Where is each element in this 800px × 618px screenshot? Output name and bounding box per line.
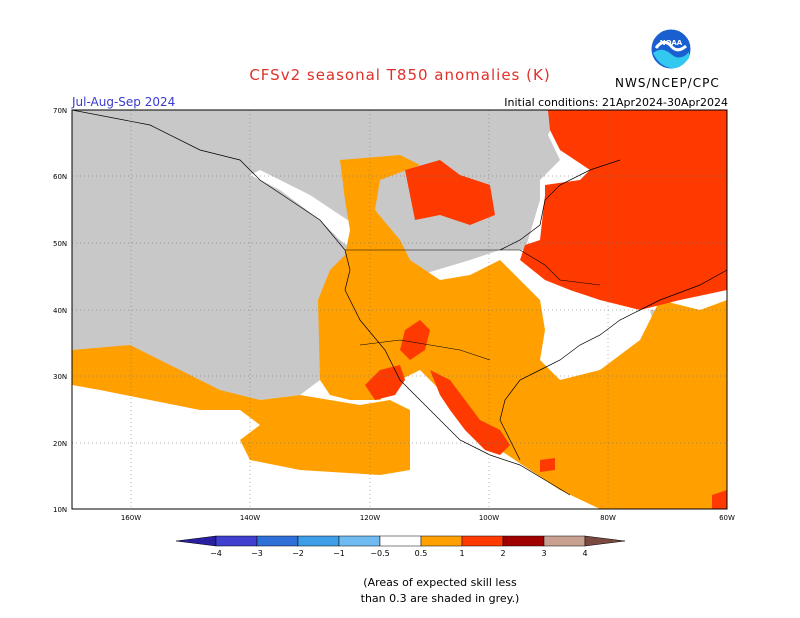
lon-label: 120W [360, 514, 380, 522]
skill-note-line: than 0.3 are shaded in grey.) [360, 592, 520, 605]
lon-label: 160W [121, 514, 141, 522]
lon-label: 140W [240, 514, 260, 522]
red-anomaly-hudson [405, 160, 495, 225]
noaa-logo-icon: NOAA [650, 28, 692, 70]
lon-label: 60W [719, 514, 735, 522]
colorbar-swatch [297, 535, 340, 547]
colorbar-label: −3 [251, 549, 263, 558]
coastline-outline [72, 110, 727, 496]
colorbar-label: 4 [582, 549, 587, 558]
colorbar-swatch [379, 535, 422, 547]
lat-label: 50N [53, 240, 67, 248]
map-body [72, 110, 727, 509]
colorbar-swatch [584, 535, 626, 547]
colorbar-label: 2 [500, 549, 505, 558]
colorbar-swatch [215, 535, 258, 547]
colorbar-swatch [338, 535, 381, 547]
colorbar-label: −0.5 [370, 549, 389, 558]
colorbar-label: −4 [210, 549, 222, 558]
colorbar-label: −1 [333, 549, 345, 558]
lon-label: 80W [600, 514, 616, 522]
colorbar-swatch [256, 535, 299, 547]
orange-anomaly-pacific [72, 345, 410, 475]
lat-label: 20N [53, 440, 67, 448]
skill-note: (Areas of expected skill less than 0.3 a… [0, 575, 800, 607]
lat-label: 10N [53, 506, 67, 514]
map-frame [71, 109, 728, 510]
agency-label: NWS/NCEP/CPC [615, 76, 720, 90]
orange-anomaly-west [318, 155, 727, 509]
skill-note-line: (Areas of expected skill less [363, 576, 517, 589]
colorbar-label: 3 [541, 549, 546, 558]
logo-text: NOAA [660, 39, 683, 47]
lat-label: 40N [53, 307, 67, 315]
colorbar-swatch [420, 535, 463, 547]
red-anomaly-northeast [520, 110, 727, 310]
season-label: Jul-Aug-Sep 2024 [72, 95, 176, 109]
lat-label: 30N [53, 373, 67, 381]
colorbar [175, 535, 626, 547]
chart-title: CFSv2 seasonal T850 anomalies (K) [249, 66, 551, 84]
lat-axis: 70N 60N 50N 40N 30N 20N 10N [53, 107, 67, 514]
colorbar-swatch [543, 535, 586, 547]
lon-label: 100W [479, 514, 499, 522]
colorbar-swatch [175, 535, 217, 547]
us-border-outline [345, 249, 601, 361]
graticule [72, 110, 727, 509]
lat-label: 60N [53, 173, 67, 181]
colorbar-swatch [502, 535, 545, 547]
lon-axis: 160W 140W 120W 100W 80W 60W [121, 514, 735, 522]
colorbar-swatch [461, 535, 504, 547]
colorbar-label: −2 [292, 549, 304, 558]
colorbar-label: 1 [459, 549, 464, 558]
colorbar-labels: −4 −3 −2 −1 −0.5 0.5 1 2 3 4 [210, 549, 587, 558]
initial-conditions-label: Initial conditions: 21Apr2024-30Apr2024 [504, 96, 728, 109]
lat-label: 70N [53, 107, 67, 115]
colorbar-label: 0.5 [415, 549, 428, 558]
